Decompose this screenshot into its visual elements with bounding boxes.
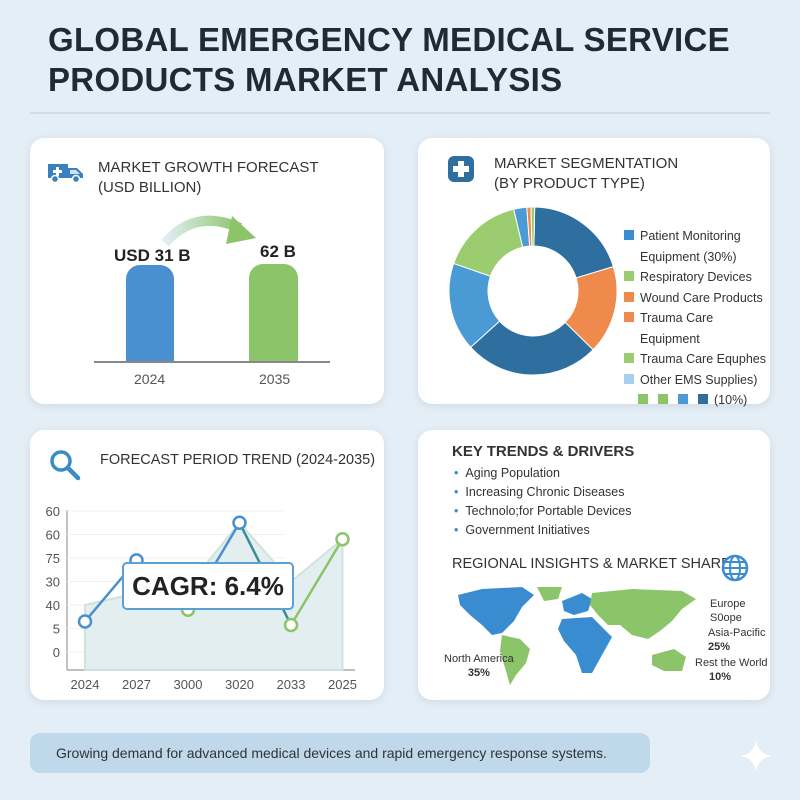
- map-north-america: [458, 587, 534, 635]
- legend-item: Trauma Care Equipment: [624, 308, 770, 349]
- sparkle-icon: [740, 740, 772, 772]
- trend-heading: FORECAST PERIOD TREND (2024-2035): [100, 452, 376, 468]
- data-point: [232, 515, 247, 530]
- region-pct: 35%: [467, 667, 490, 679]
- market-segmentation-card: MARKET SEGMENTATION (BY PRODUCT TYPE) Pat…: [418, 138, 770, 407]
- list-item: Government Initiatives: [454, 521, 631, 540]
- list-item: Aging Population: [454, 464, 631, 483]
- legend-item: Respiratory Devices: [624, 267, 770, 288]
- x-tick-label: 3000: [174, 677, 203, 692]
- divider: [30, 112, 770, 114]
- list-item: Technolo;for Portable Devices: [454, 502, 631, 521]
- x-tick-label: 2025: [328, 677, 357, 692]
- map-africa: [558, 617, 612, 673]
- region-europe: Europe S0ope: [710, 597, 745, 625]
- data-point: [335, 531, 350, 547]
- map-greenland: [537, 587, 562, 601]
- world-map: [458, 587, 696, 685]
- region-label: North America: [444, 653, 514, 665]
- title-line-1: GLOBAL EMERGENCY MEDICAL SERVICE: [48, 21, 730, 58]
- x-tick-label: 3020: [225, 677, 254, 692]
- x-tick-label: 2033: [277, 677, 306, 692]
- data-point: [283, 617, 299, 633]
- segmentation-heading: MARKET SEGMENTATION: [494, 155, 679, 172]
- legend-item: Wound Care Products: [624, 288, 770, 309]
- legend-swatch: [624, 230, 634, 240]
- medical-cross-icon: [448, 156, 474, 182]
- line-segment: [289, 538, 344, 626]
- legend-label: Wound Care Products: [640, 290, 763, 305]
- x-axis: [94, 361, 330, 363]
- search-icon: [50, 450, 81, 481]
- list-item: Increasing Chronic Diseases: [454, 483, 631, 502]
- y-tick-label: 75: [46, 551, 60, 566]
- legend-swatch: [624, 312, 634, 322]
- legend-swatch: [624, 271, 634, 281]
- region-pct: 25%: [708, 641, 731, 653]
- region-label: S0ope: [710, 612, 742, 624]
- y-tick-label: 60: [46, 528, 60, 543]
- region-label: Europe: [710, 598, 746, 610]
- y-tick-label: 60: [46, 504, 60, 519]
- segmentation-legend: Patient Monitoring Equipment (30%) Respir…: [624, 226, 770, 411]
- globe-icon: [721, 554, 749, 582]
- segmentation-subheading: (BY PRODUCT TYPE): [494, 175, 645, 192]
- region-pct: 10%: [709, 671, 732, 683]
- regional-heading: REGIONAL INSIGHTS & MARKET SHARE: [452, 556, 731, 572]
- legend-label: Trauma Care Equphes: [640, 352, 766, 366]
- x-label-2035: 2035: [259, 371, 291, 387]
- trends-list: Aging Population Increasing Chronic Dise…: [454, 464, 631, 540]
- legend-label: Patient Monitoring: [640, 229, 741, 243]
- y-tick-label: 40: [46, 598, 60, 613]
- ambulance-icon: [48, 164, 83, 184]
- map-south-america: [500, 635, 530, 685]
- x-tick-label: 2027: [122, 677, 151, 692]
- market-growth-card: MARKET GROWTH FORECAST (USD BILLION) USD …: [30, 138, 384, 404]
- x-label-2024: 2024: [134, 371, 166, 387]
- growth-heading: MARKET GROWTH FORECAST: [98, 159, 319, 176]
- bar-2035: [249, 264, 298, 361]
- growth-arrow-icon: [161, 215, 256, 247]
- y-tick-label: 0: [53, 645, 60, 660]
- page-title: GLOBAL EMERGENCY MEDICAL SERVICE PRODUCTS…: [48, 20, 730, 100]
- trends-regional-card: KEY TRENDS & DRIVERS Aging Population In…: [418, 430, 770, 700]
- legend-item: Patient Monitoring Equipment (30%): [624, 226, 770, 267]
- legend-item: Other EMS Supplies): [624, 370, 770, 391]
- title-line-2: PRODUCTS MARKET ANALYSIS: [48, 61, 563, 98]
- legend-label: Trauma Care Equipment: [640, 311, 714, 346]
- legend-swatch: [624, 291, 634, 302]
- region-north-america: North America 35%: [444, 652, 514, 680]
- growth-subheading: (USD BILLION): [98, 179, 202, 196]
- map-australia: [652, 649, 686, 671]
- legend-label: Respiratory Devices: [640, 270, 752, 284]
- donut-slice-4: [453, 208, 524, 277]
- region-label: Rest the World: [695, 657, 768, 669]
- region-asia-pacific: Asia-Pacific 25%: [708, 626, 765, 654]
- y-tick-label: 5: [53, 622, 60, 637]
- region-label: Asia-Pacific: [708, 627, 766, 639]
- forecast-trend-card: FORECAST PERIOD TREND (2024-2035) 0 5 40 30…: [30, 430, 384, 700]
- legend-label: Equipment (30%): [640, 249, 737, 264]
- data-point: [77, 614, 93, 629]
- map-europe: [562, 593, 592, 615]
- donut-chart: [448, 206, 618, 376]
- legend-footer-label: (10%): [714, 393, 748, 407]
- trends-heading: KEY TRENDS & DRIVERS: [452, 443, 635, 460]
- bar-2024: [126, 265, 174, 361]
- x-tick-label: 2024: [71, 677, 100, 692]
- legend-swatch: [624, 373, 634, 384]
- cagr-badge: CAGR: 6.4%: [122, 562, 294, 610]
- map-asia: [590, 589, 696, 639]
- donut-slice-0: [533, 206, 615, 279]
- footer-banner: Growing demand for advanced medical devi…: [30, 733, 650, 773]
- legend-label: Other EMS Supplies): [640, 372, 758, 387]
- y-tick-label: 30: [46, 575, 60, 590]
- legend-item: Trauma Care Equphes: [624, 349, 770, 370]
- bar-value-2024: USD 31 B: [114, 246, 191, 265]
- bar-value-2035: 62 B: [260, 242, 296, 261]
- legend-footer: (10%): [624, 390, 770, 411]
- legend-swatch: [624, 353, 634, 363]
- donut-slice-7: [530, 206, 536, 247]
- region-rest-of-world: Rest the World 10%: [695, 656, 768, 684]
